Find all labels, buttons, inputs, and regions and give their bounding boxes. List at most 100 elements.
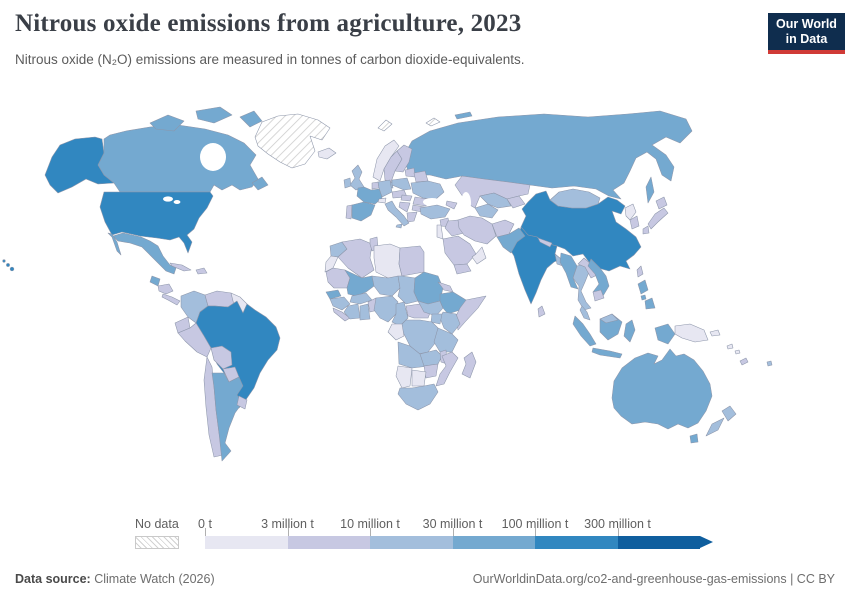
country-mozambique[interactable] bbox=[435, 351, 459, 387]
country-egypt[interactable] bbox=[398, 245, 425, 277]
country-poland[interactable] bbox=[391, 177, 412, 191]
country-russia-arctic[interactable] bbox=[454, 111, 473, 120]
country-franz-josef-land[interactable] bbox=[425, 117, 441, 127]
country-baltics[interactable] bbox=[404, 167, 416, 178]
owid-url-link[interactable]: OurWorldinData.org/co2-and-greenhouse-ga… bbox=[472, 572, 787, 586]
country-uruguay[interactable] bbox=[236, 395, 248, 410]
country-senegal[interactable] bbox=[325, 289, 342, 300]
country-jordan-israel[interactable] bbox=[436, 224, 444, 240]
country-spain[interactable] bbox=[351, 201, 376, 222]
country-indonesia-java[interactable] bbox=[591, 347, 623, 359]
legend-swatch-2[interactable] bbox=[370, 536, 453, 549]
country-south-africa[interactable] bbox=[397, 383, 439, 411]
owid-logo[interactable]: Our World in Data bbox=[768, 13, 845, 55]
country-new-caledonia[interactable] bbox=[739, 357, 749, 366]
country-yemen[interactable] bbox=[453, 263, 472, 275]
country-canada-island-2[interactable] bbox=[195, 106, 233, 124]
country-congo-gabon[interactable] bbox=[387, 323, 405, 341]
country-new-zealand-south[interactable] bbox=[705, 417, 725, 437]
country-cuba[interactable] bbox=[169, 262, 192, 272]
country-namibia[interactable] bbox=[395, 365, 413, 389]
country-bolivia[interactable] bbox=[210, 345, 233, 370]
country-italy[interactable] bbox=[384, 200, 410, 227]
country-south-korea[interactable] bbox=[629, 215, 640, 230]
country-uzbekistan[interactable] bbox=[479, 192, 512, 209]
country-portugal[interactable] bbox=[345, 204, 353, 220]
country-ukraine[interactable] bbox=[410, 180, 445, 200]
country-turkmenistan[interactable] bbox=[474, 203, 499, 219]
country-united-states-hawaii-2[interactable] bbox=[6, 263, 10, 267]
country-taiwan[interactable] bbox=[636, 265, 644, 278]
country-hispaniola[interactable] bbox=[195, 267, 208, 275]
country-romania[interactable] bbox=[412, 196, 428, 207]
country-new-zealand-north[interactable] bbox=[721, 405, 737, 422]
country-ghana[interactable] bbox=[359, 303, 371, 321]
country-greenland[interactable] bbox=[254, 113, 331, 169]
country-costa-rica-panama[interactable] bbox=[161, 293, 181, 306]
country-ireland[interactable] bbox=[343, 177, 352, 189]
legend-swatch-3[interactable] bbox=[452, 536, 535, 549]
country-libya[interactable] bbox=[373, 243, 403, 279]
country-honduras-nicaragua[interactable] bbox=[157, 283, 174, 295]
country-switzerland[interactable] bbox=[377, 197, 387, 204]
country-solomon-islands-2[interactable] bbox=[734, 349, 741, 355]
country-indonesia-sumatra[interactable] bbox=[572, 315, 597, 347]
country-mongolia[interactable] bbox=[549, 188, 601, 209]
country-philippines-mindanao[interactable] bbox=[644, 297, 656, 310]
country-australia-tasmania[interactable] bbox=[689, 433, 699, 444]
country-myanmar[interactable] bbox=[559, 252, 579, 290]
country-afghanistan[interactable] bbox=[491, 219, 515, 238]
country-france[interactable] bbox=[356, 186, 383, 205]
legend-swatch-5[interactable] bbox=[617, 536, 700, 549]
country-iran[interactable] bbox=[457, 215, 497, 245]
country-ivory-coast[interactable] bbox=[343, 303, 361, 320]
country-indonesia-papua[interactable] bbox=[654, 323, 676, 345]
legend-swatch-4[interactable] bbox=[535, 536, 618, 549]
country-australia[interactable] bbox=[611, 348, 713, 430]
country-oman[interactable] bbox=[471, 246, 487, 265]
country-uk[interactable] bbox=[349, 164, 365, 191]
country-png-new-britain[interactable] bbox=[709, 329, 721, 337]
country-tanzania[interactable] bbox=[433, 327, 459, 353]
country-sierra-leone-liberia[interactable] bbox=[332, 307, 351, 322]
country-guinea[interactable] bbox=[329, 296, 351, 311]
country-balkans[interactable] bbox=[398, 201, 411, 213]
country-finland[interactable] bbox=[394, 144, 413, 173]
country-japan-kyushu[interactable] bbox=[642, 225, 650, 235]
country-papua-new-guinea[interactable] bbox=[674, 323, 709, 343]
country-guatemala[interactable] bbox=[149, 275, 161, 287]
country-sudan[interactable] bbox=[413, 271, 444, 305]
country-united-states-hawaii-3[interactable] bbox=[9, 266, 15, 272]
country-nepal[interactable] bbox=[537, 237, 553, 248]
country-united-states[interactable] bbox=[99, 191, 214, 254]
legend-no-data-swatch[interactable] bbox=[135, 536, 179, 549]
country-united-states-hawaii-1[interactable] bbox=[2, 259, 6, 263]
country-canada-island-1[interactable] bbox=[149, 114, 185, 132]
country-greece[interactable] bbox=[406, 211, 418, 223]
country-malaysia[interactable] bbox=[579, 305, 591, 321]
country-cambodia[interactable] bbox=[592, 289, 605, 302]
country-mexico-baja[interactable] bbox=[107, 232, 122, 256]
country-germany[interactable] bbox=[377, 179, 393, 198]
country-canada[interactable] bbox=[97, 124, 259, 193]
country-iceland[interactable] bbox=[317, 147, 337, 160]
country-canada-island-3[interactable] bbox=[239, 110, 263, 128]
country-madagascar[interactable] bbox=[461, 351, 477, 379]
country-solomon-islands[interactable] bbox=[726, 343, 734, 350]
country-norway[interactable] bbox=[372, 139, 400, 182]
country-philippines-luzon[interactable] bbox=[637, 279, 649, 295]
country-indonesia-sulawesi[interactable] bbox=[623, 319, 636, 343]
country-philippines-visayas[interactable] bbox=[640, 294, 647, 301]
country-hungary[interactable] bbox=[400, 194, 413, 202]
country-burkina-faso[interactable] bbox=[349, 292, 373, 305]
country-mexico[interactable] bbox=[112, 232, 177, 275]
country-fiji[interactable] bbox=[766, 360, 773, 367]
country-argentina[interactable] bbox=[211, 372, 244, 462]
country-canada-newfoundland[interactable] bbox=[251, 176, 269, 191]
country-sri-lanka[interactable] bbox=[537, 305, 546, 318]
country-pakistan[interactable] bbox=[496, 227, 526, 254]
country-north-korea[interactable] bbox=[624, 203, 637, 221]
country-somalia[interactable] bbox=[455, 295, 487, 331]
country-turkey[interactable] bbox=[419, 204, 451, 220]
country-niger[interactable] bbox=[371, 275, 401, 297]
